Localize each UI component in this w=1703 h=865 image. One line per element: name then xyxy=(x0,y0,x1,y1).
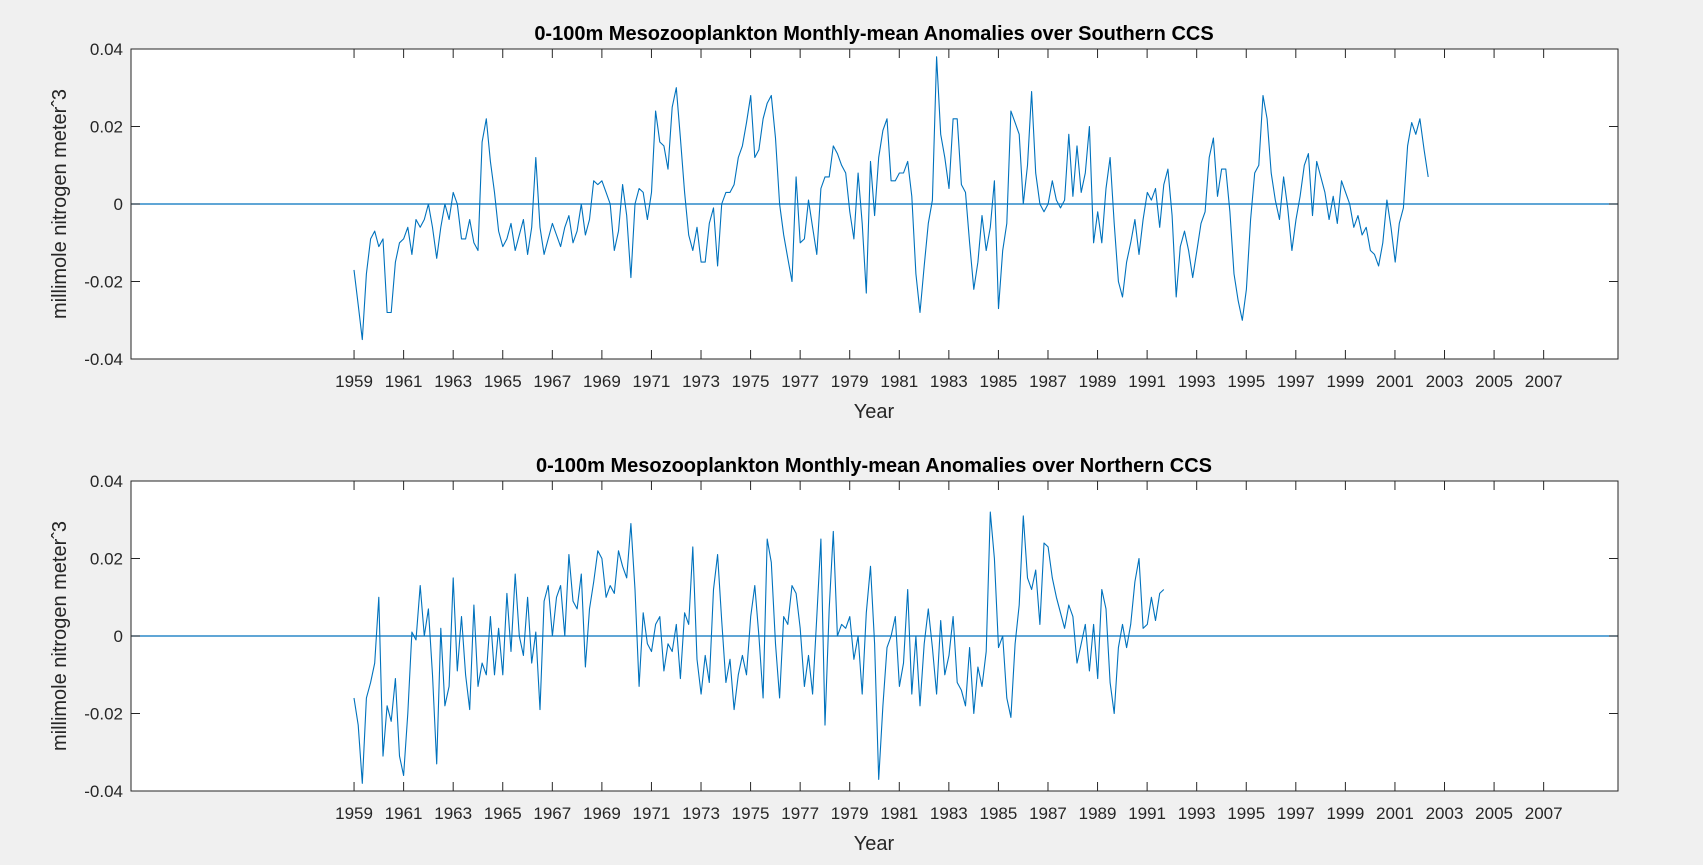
x-tick-label: 2003 xyxy=(1426,804,1464,823)
x-tick-label: 1993 xyxy=(1178,804,1216,823)
x-tick-label: 1985 xyxy=(980,372,1018,391)
chart-title: 0-100m Mesozooplankton Monthly-mean Anom… xyxy=(534,23,1213,45)
y-tick-label: -0.04 xyxy=(84,782,123,801)
x-tick-label: 1977 xyxy=(781,804,819,823)
x-tick-label: 1983 xyxy=(930,804,968,823)
x-tick-label: 2003 xyxy=(1426,372,1464,391)
y-tick-label: -0.04 xyxy=(84,350,123,369)
y-axis-label: millimole nitrogen meterˆ3 xyxy=(49,89,71,319)
x-tick-label: 1977 xyxy=(781,372,819,391)
x-tick-label: 1973 xyxy=(682,372,720,391)
x-tick-label: 1959 xyxy=(335,372,373,391)
x-tick-label: 2007 xyxy=(1525,804,1563,823)
x-tick-label: 2005 xyxy=(1475,804,1513,823)
x-tick-label: 1969 xyxy=(583,804,621,823)
x-tick-label: 1963 xyxy=(434,804,472,823)
y-tick-label: 0 xyxy=(114,627,123,646)
y-ticks: -0.04 -0.02 0 0.02 0.04 xyxy=(84,472,1618,801)
y-tick-label: 0 xyxy=(114,195,123,214)
x-tick-label: 1963 xyxy=(434,372,472,391)
x-tick-label: 1969 xyxy=(583,372,621,391)
marks-group xyxy=(131,56,1618,341)
x-tick-label: 1965 xyxy=(484,372,522,391)
y-tick-label: 0.04 xyxy=(90,472,123,491)
series-line xyxy=(353,511,1165,784)
x-tick-label: 1961 xyxy=(385,804,423,823)
y-tick-label: 0.04 xyxy=(90,40,123,59)
x-tick-label: 1979 xyxy=(831,804,869,823)
marks-group xyxy=(131,511,1618,784)
x-tick-label: 1989 xyxy=(1079,372,1117,391)
x-tick-label: 1959 xyxy=(335,804,373,823)
x-axis-label: Year xyxy=(854,401,895,423)
x-tick-label: 1971 xyxy=(633,372,671,391)
y-tick-label: -0.02 xyxy=(84,705,123,724)
x-tick-label: 1991 xyxy=(1128,372,1166,391)
x-tick-label: 1965 xyxy=(484,804,522,823)
x-tick-label: 1985 xyxy=(980,804,1018,823)
x-tick-label: 1995 xyxy=(1227,372,1265,391)
chart-title: 0-100m Mesozooplankton Monthly-mean Anom… xyxy=(536,455,1212,477)
northern-ccs-axes: -0.04 -0.02 0 0.02 0.04 1959 1961 1963 1965 1967… xyxy=(49,455,1619,855)
x-tick-label: 1975 xyxy=(732,804,770,823)
x-tick-label: 1961 xyxy=(385,372,423,391)
x-tick-label: 1973 xyxy=(682,804,720,823)
x-tick-label: 1981 xyxy=(880,372,918,391)
x-tick-label: 2001 xyxy=(1376,372,1414,391)
x-tick-label: 1997 xyxy=(1277,804,1315,823)
y-ticks: -0.04 -0.02 0 0.02 0.04 xyxy=(84,40,1618,369)
x-tick-label: 1967 xyxy=(533,372,571,391)
southern-ccs-axes: -0.04 -0.02 0 0.02 0.04 1959 1961 1963 1965 1967… xyxy=(49,23,1619,423)
x-tick-label: 1981 xyxy=(880,804,918,823)
x-tick-label: 1987 xyxy=(1029,804,1067,823)
x-tick-label: 1989 xyxy=(1079,804,1117,823)
y-axis-label: millimole nitrogen meterˆ3 xyxy=(49,521,71,751)
x-axis-label: Year xyxy=(854,833,895,855)
x-tick-label: 1997 xyxy=(1277,372,1315,391)
x-ticks: 1959 1961 1963 1965 1967 1969 1971 1973 1975 1977… xyxy=(335,481,1563,823)
y-tick-label: 0.02 xyxy=(90,118,123,137)
x-tick-label: 1995 xyxy=(1227,804,1265,823)
x-tick-label: 1999 xyxy=(1326,804,1364,823)
series-line xyxy=(353,56,1429,341)
x-tick-label: 2001 xyxy=(1376,804,1414,823)
x-ticks: 1959 1961 1963 1965 1967 1969 1971 1973 1975 1977… xyxy=(335,49,1563,391)
y-tick-label: -0.02 xyxy=(84,273,123,292)
x-tick-label: 1975 xyxy=(732,372,770,391)
x-tick-label: 1991 xyxy=(1128,804,1166,823)
x-tick-label: 1971 xyxy=(633,804,671,823)
x-tick-label: 2007 xyxy=(1525,372,1563,391)
x-tick-label: 1979 xyxy=(831,372,869,391)
x-tick-label: 1993 xyxy=(1178,372,1216,391)
x-tick-label: 1983 xyxy=(930,372,968,391)
x-tick-label: 1999 xyxy=(1326,372,1364,391)
x-tick-label: 2005 xyxy=(1475,372,1513,391)
x-tick-label: 1967 xyxy=(533,804,571,823)
y-tick-label: 0.02 xyxy=(90,550,123,569)
x-tick-label: 1987 xyxy=(1029,372,1067,391)
